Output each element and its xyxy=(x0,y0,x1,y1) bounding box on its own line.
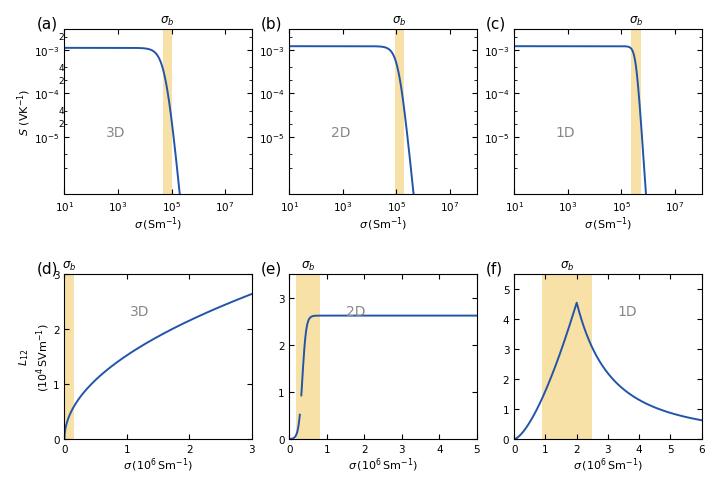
Text: (c): (c) xyxy=(486,17,506,32)
X-axis label: $\sigma\,(\mathrm{Sm}^{-1})$: $\sigma\,(\mathrm{Sm}^{-1})$ xyxy=(134,214,182,232)
Y-axis label: $L_{12}$
$(10^4\,\mathrm{SVm}^{-1})$: $L_{12}$ $(10^4\,\mathrm{SVm}^{-1})$ xyxy=(17,323,52,391)
Text: (d): (d) xyxy=(36,262,58,276)
Text: 2D: 2D xyxy=(330,126,350,140)
X-axis label: $\sigma\,(\mathrm{Sm}^{-1})$: $\sigma\,(\mathrm{Sm}^{-1})$ xyxy=(359,214,408,232)
Y-axis label: $S\ (\mathrm{VK}^{-1})$: $S\ (\mathrm{VK}^{-1})$ xyxy=(15,88,32,136)
Text: 3D: 3D xyxy=(130,305,150,319)
Bar xyxy=(542,275,593,439)
Text: 1D: 1D xyxy=(555,126,575,140)
Text: 4: 4 xyxy=(58,63,64,72)
Text: $\sigma_b$: $\sigma_b$ xyxy=(560,260,575,273)
X-axis label: $\sigma\,(10^6\,\mathrm{Sm}^{-1})$: $\sigma\,(10^6\,\mathrm{Sm}^{-1})$ xyxy=(123,455,193,473)
Bar xyxy=(65,275,74,439)
Text: $\sigma_b$: $\sigma_b$ xyxy=(301,260,315,273)
Text: (e): (e) xyxy=(261,262,282,276)
Text: 2: 2 xyxy=(58,33,64,42)
Bar xyxy=(163,30,172,194)
Text: (f): (f) xyxy=(486,262,503,276)
Bar xyxy=(296,275,320,439)
X-axis label: $\sigma\,(10^6\,\mathrm{Sm}^{-1})$: $\sigma\,(10^6\,\mathrm{Sm}^{-1})$ xyxy=(573,455,643,473)
Text: 2: 2 xyxy=(58,77,64,85)
X-axis label: $\sigma\,(\mathrm{Sm}^{-1})$: $\sigma\,(\mathrm{Sm}^{-1})$ xyxy=(584,214,632,232)
Text: 2: 2 xyxy=(58,120,64,129)
Bar xyxy=(395,30,405,194)
X-axis label: $\sigma\,(10^6\,\mathrm{Sm}^{-1})$: $\sigma\,(10^6\,\mathrm{Sm}^{-1})$ xyxy=(348,455,418,473)
Text: 2D: 2D xyxy=(346,305,365,319)
Text: $\sigma_b$: $\sigma_b$ xyxy=(161,15,174,28)
Text: 3D: 3D xyxy=(106,126,125,140)
Text: 1D: 1D xyxy=(617,305,637,319)
Text: $\sigma_b$: $\sigma_b$ xyxy=(63,260,76,273)
Text: 4: 4 xyxy=(58,107,64,116)
Text: $\sigma_b$: $\sigma_b$ xyxy=(392,15,407,28)
Text: (b): (b) xyxy=(261,17,283,32)
Text: (a): (a) xyxy=(36,17,58,32)
Text: $\sigma_b$: $\sigma_b$ xyxy=(629,15,643,28)
Bar xyxy=(631,30,641,194)
